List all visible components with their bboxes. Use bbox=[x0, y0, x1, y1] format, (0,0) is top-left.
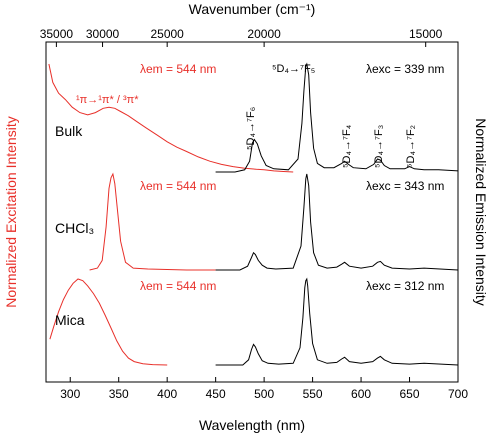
x-tick-label: 650 bbox=[400, 387, 420, 401]
excitation-label-bulk: λem = 544 nm bbox=[140, 62, 216, 76]
x-axis-label: Wavelength (nm) bbox=[199, 417, 305, 433]
sample-label-chcl3: CHCl₃ bbox=[55, 220, 94, 236]
x-tick-label: 600 bbox=[351, 387, 371, 401]
emission-label-mica: λexc = 312 nm bbox=[366, 279, 444, 293]
annotation-5d4-7f3: ⁵D₄→⁷F₃ bbox=[373, 125, 385, 168]
top-axis-ticks: 35000 30000 25000 20000 15000 bbox=[40, 27, 443, 47]
annotation-5d4-7f6: ⁵D₄→⁷F₆ bbox=[245, 107, 257, 150]
emission-curve bbox=[215, 62, 459, 173]
top-tick-label: 30000 bbox=[86, 27, 120, 41]
top-tick-label: 15000 bbox=[409, 27, 443, 41]
excitation-curve bbox=[49, 278, 168, 366]
sample-label-bulk: Bulk bbox=[55, 123, 83, 139]
emission-label-chcl3: λexc = 343 nm bbox=[366, 179, 444, 193]
top-axis-label: Wavenumber (cm⁻¹) bbox=[189, 1, 316, 17]
x-tick-label: 700 bbox=[448, 387, 468, 401]
annotation-5d4-7f2: ⁵D₄→⁷F₂ bbox=[405, 125, 417, 168]
x-tick-label: 400 bbox=[157, 387, 177, 401]
annotation-pi-transition: ¹π→¹π* / ³π* bbox=[76, 94, 139, 106]
y-axis-label-right: Normalized Emission Intensity bbox=[473, 118, 489, 306]
emission-curve bbox=[215, 173, 459, 271]
annotation-5d4-7f4: ⁵D₄→⁷F₄ bbox=[341, 124, 353, 168]
x-tick-label: 300 bbox=[60, 387, 80, 401]
excitation-label-mica: λem = 544 nm bbox=[140, 279, 216, 293]
excitation-label-chcl3: λem = 544 nm bbox=[140, 179, 216, 193]
y-axis-label-left: Normalized Excitation Intensity bbox=[3, 116, 19, 307]
series-curves bbox=[48, 62, 459, 366]
x-tick-label: 350 bbox=[109, 387, 129, 401]
plot-frame bbox=[45, 41, 459, 383]
excitation-curve bbox=[89, 172, 216, 271]
top-tick-label: 25000 bbox=[150, 27, 184, 41]
top-tick-label: 20000 bbox=[247, 27, 281, 41]
x-tick-label: 450 bbox=[206, 387, 226, 401]
excitation-curve bbox=[48, 63, 294, 173]
sample-label-mica: Mica bbox=[55, 312, 85, 328]
emission-label-bulk: λexc = 339 nm bbox=[366, 62, 444, 76]
x-axis-ticks: 300 350 400 450 500 550 600 650 700 bbox=[60, 377, 468, 401]
emission-curve bbox=[215, 277, 459, 366]
x-tick-label: 550 bbox=[303, 387, 323, 401]
x-tick-label: 500 bbox=[254, 387, 274, 401]
annotation-5d4-7f5: ⁵D₄→⁷F₅ bbox=[272, 63, 315, 75]
top-tick-label: 35000 bbox=[40, 27, 74, 41]
